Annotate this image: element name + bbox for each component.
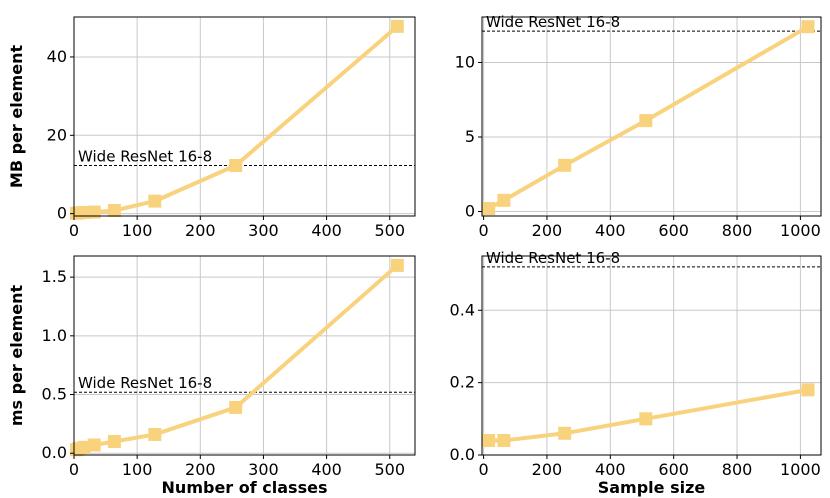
y-tick-label: 5 [465, 127, 475, 146]
panel-bottom-left: Wide ResNet 16-8 0 100 200 300 400 500 0.0 0.5 1.… [7, 255, 416, 497]
y-tick-label: 0 [57, 204, 67, 223]
data-point [390, 258, 404, 272]
x-tick-label: 0 [69, 221, 79, 240]
reference-label: Wide ResNet 16-8 [486, 13, 620, 31]
x-tick-label: 1000 [780, 221, 821, 240]
panel-top-right: Wide ResNet 16-8 0 200 400 600 800 1000 0 5 10 [455, 13, 822, 240]
x-tick-label: 500 [374, 221, 405, 240]
x-tick-label: 100 [122, 221, 153, 240]
data-point [87, 205, 101, 219]
data-point [497, 434, 511, 448]
y-tick-label: 0.4 [450, 300, 475, 319]
data-point [107, 434, 121, 448]
y-tick-label: 0.0 [42, 443, 67, 462]
y-tick-label: 1.5 [42, 267, 67, 286]
panel-top-left: Wide ResNet 16-8 0 100 200 300 400 500 0 20 40 MB … [7, 16, 416, 240]
x-tick-label: 200 [185, 460, 216, 479]
x-tick-label: 600 [658, 460, 689, 479]
data-point [148, 194, 162, 208]
plot-frame [481, 16, 822, 217]
data-point [801, 383, 815, 397]
data-point [801, 20, 815, 34]
x-tick-label: 400 [595, 460, 626, 479]
y-tick-label: 0.2 [450, 373, 475, 392]
data-point [77, 440, 91, 454]
plot-frame [73, 16, 416, 217]
data-point [390, 19, 404, 33]
data-point [558, 426, 572, 440]
data-point [87, 438, 101, 452]
y-tick-label: 0.5 [42, 385, 67, 404]
x-tick-label: 400 [311, 460, 342, 479]
x-tick-label: 300 [248, 221, 279, 240]
x-tick-label: 200 [532, 460, 563, 479]
x-axis-title: Number of classes [162, 478, 328, 497]
x-tick-label: 800 [722, 221, 753, 240]
y-axis-title: ms per element [7, 285, 26, 427]
x-tick-label: 500 [374, 460, 405, 479]
x-tick-label: 600 [658, 221, 689, 240]
data-point [107, 204, 121, 218]
plot-frame [481, 255, 822, 456]
x-axis-title: Sample size [598, 478, 706, 497]
y-tick-label: 1.0 [42, 326, 67, 345]
x-tick-label: 300 [248, 460, 279, 479]
data-point [482, 202, 496, 216]
series-line [75, 263, 399, 452]
x-tick-label: 200 [185, 221, 216, 240]
x-tick-label: 200 [532, 221, 563, 240]
series-line [76, 24, 399, 216]
x-tick-label: 400 [595, 221, 626, 240]
x-tick-label: 100 [122, 460, 153, 479]
y-tick-label: 0 [465, 202, 475, 221]
y-axis-title: MB per element [7, 45, 26, 189]
data-point [558, 158, 572, 172]
x-tick-label: 0 [69, 460, 79, 479]
data-point [229, 400, 243, 414]
data-point [148, 427, 162, 441]
data-point [482, 434, 496, 448]
data-point [229, 158, 243, 172]
data-point [639, 114, 653, 128]
plot-frame [73, 255, 416, 456]
y-tick-label: 20 [47, 125, 67, 144]
reference-label: Wide ResNet 16-8 [486, 249, 620, 267]
x-tick-label: 0 [478, 221, 488, 240]
panel-bottom-right: Wide ResNet 16-8 0 200 400 600 800 1000 0.0 0.2 0… [450, 249, 822, 497]
y-tick-label: 40 [47, 47, 67, 66]
data-point [639, 412, 653, 426]
reference-label: Wide ResNet 16-8 [78, 147, 212, 165]
x-tick-label: 1000 [780, 460, 821, 479]
x-tick-label: 0 [478, 460, 488, 479]
y-tick-label: 10 [455, 52, 475, 71]
data-point [497, 193, 511, 207]
y-tick-label: 0.0 [450, 445, 475, 464]
x-tick-label: 800 [722, 460, 753, 479]
x-tick-label: 400 [311, 221, 342, 240]
reference-label: Wide ResNet 16-8 [78, 374, 212, 392]
